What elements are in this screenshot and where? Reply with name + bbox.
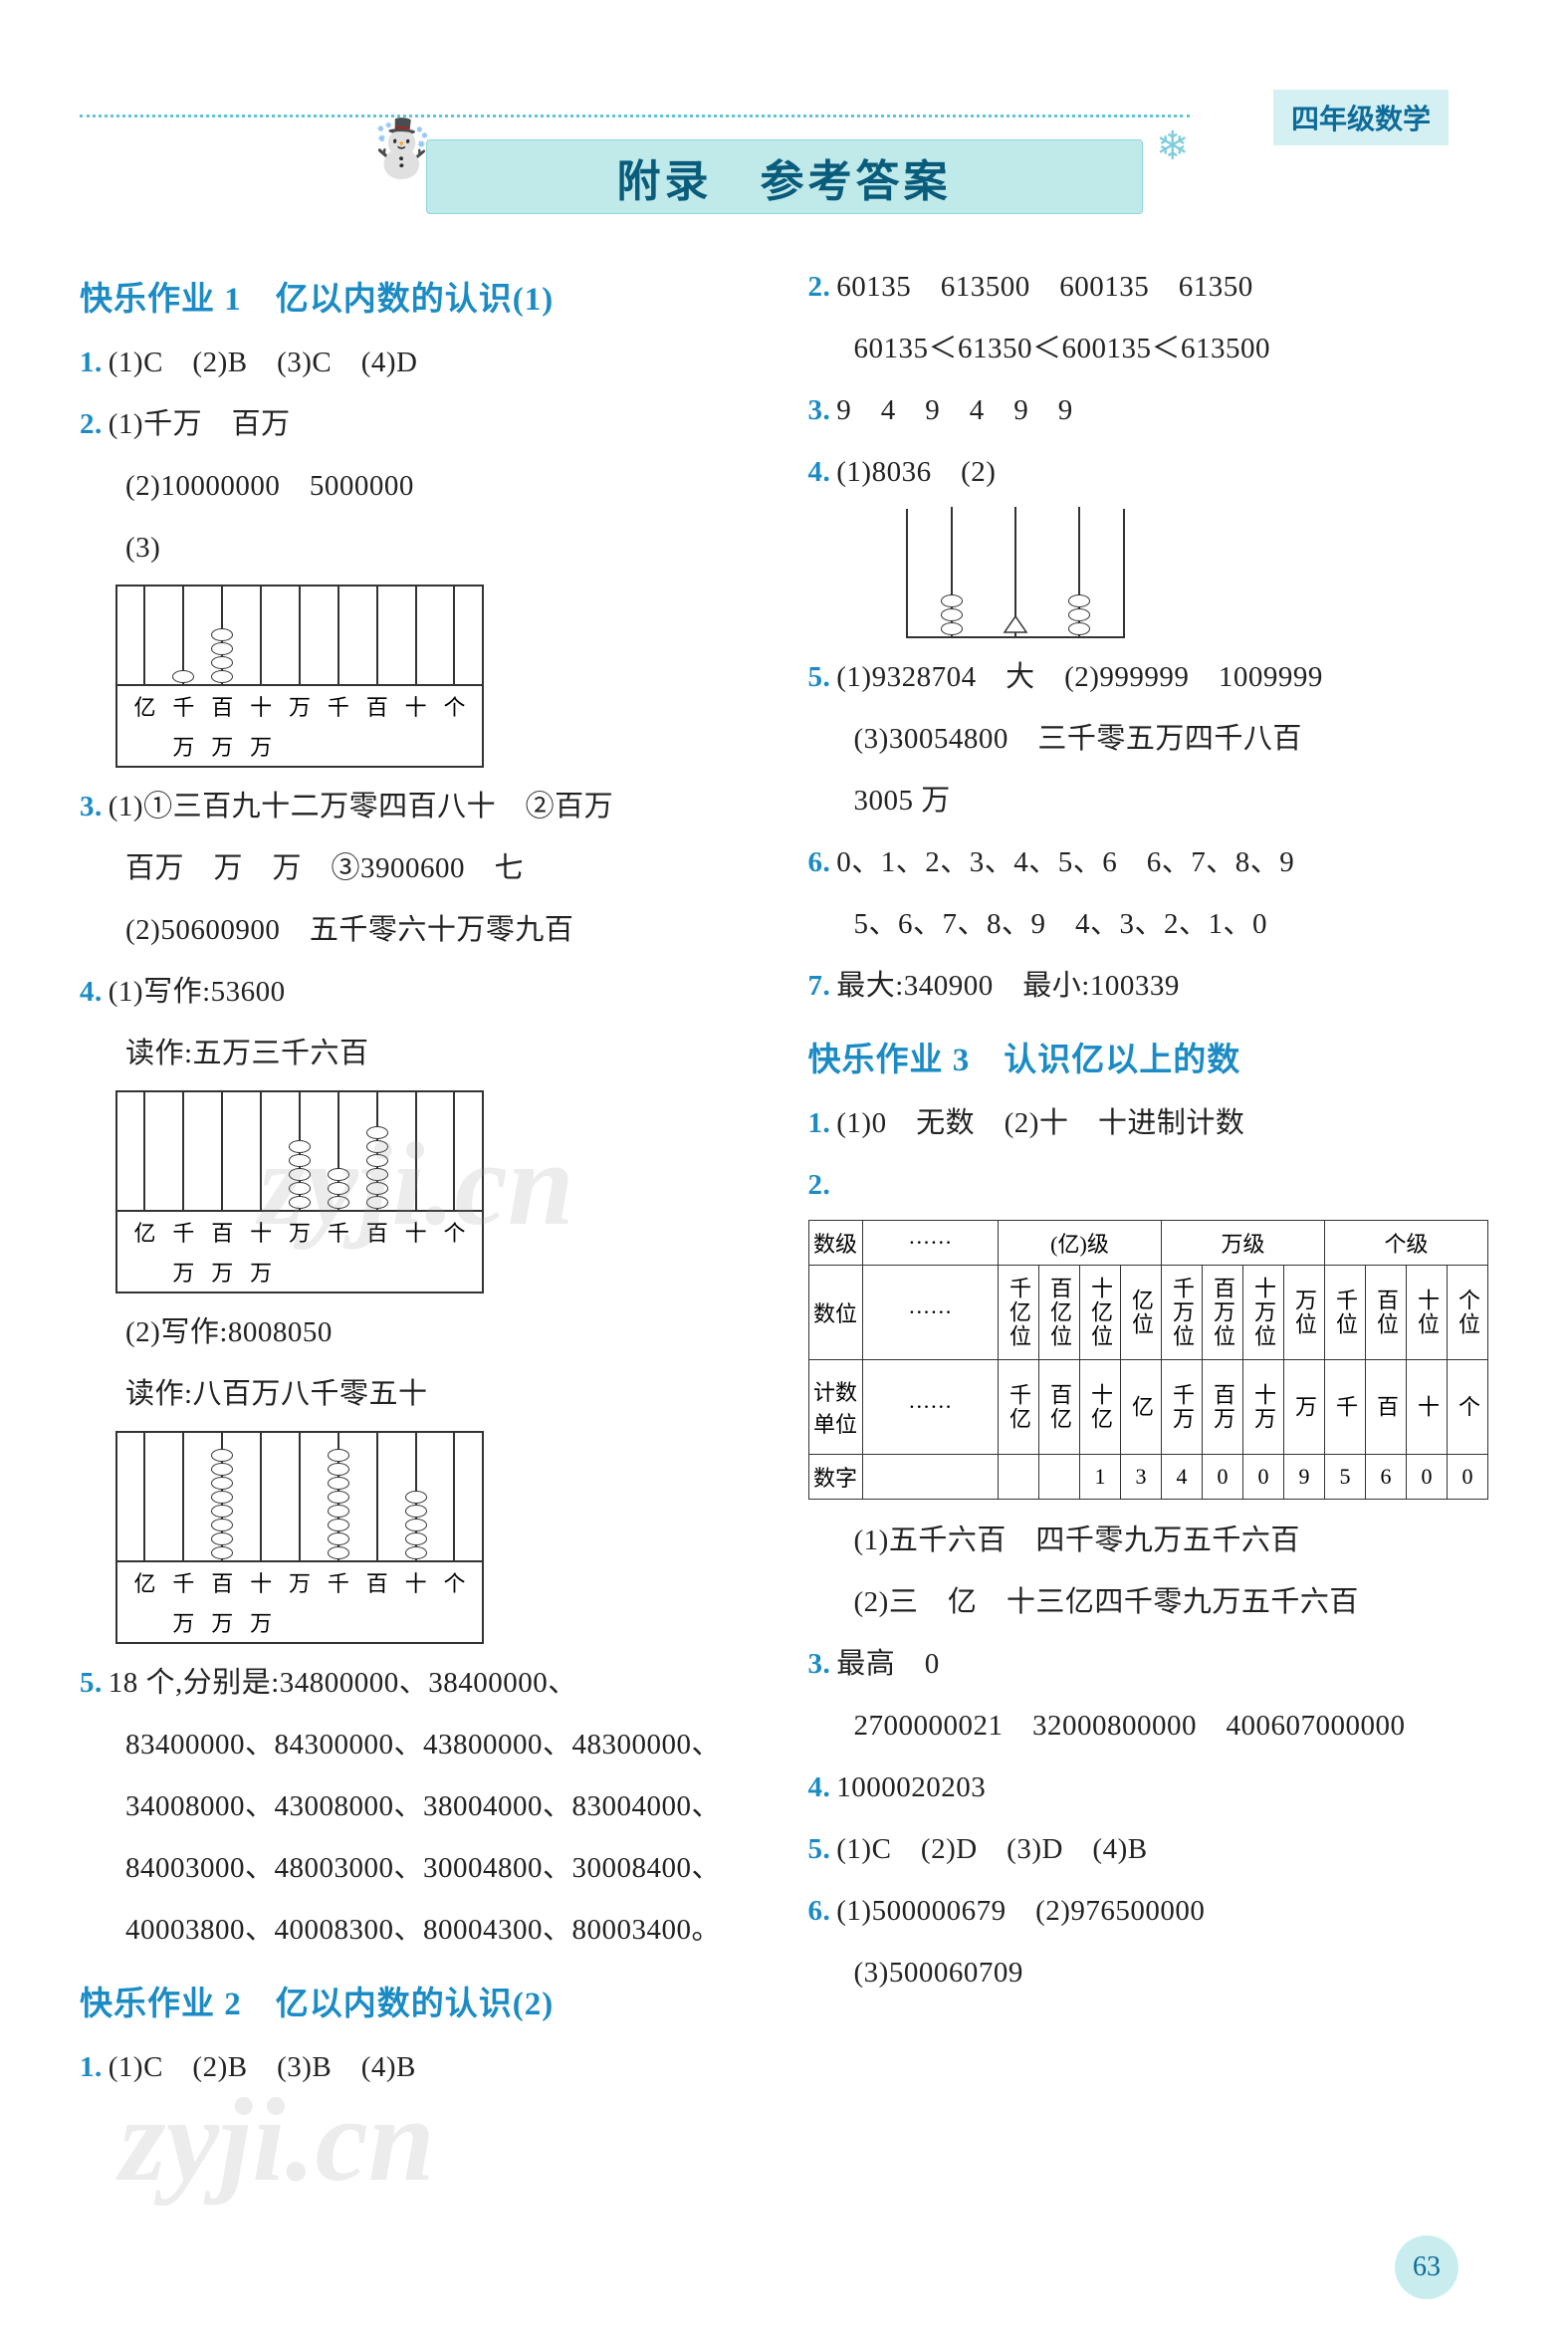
s1-q5c: 34008000、43008000、38004000、83004000、 <box>80 1777 761 1835</box>
s2-q1: 1.(1)C (2)B (3)B (4)B <box>80 2038 761 2096</box>
s3-q2c: (1)五千六百 四千零九万五千六百 <box>808 1512 1489 1569</box>
s3-q5: 5.(1)C (2)D (3)D (4)B <box>808 1820 1489 1878</box>
r-q3-text: 9 4 9 4 9 9 <box>836 394 1073 426</box>
section2-title: 快乐作业 2 亿以内数的认识(2) <box>80 1977 761 2024</box>
dotted-divider <box>80 115 1190 117</box>
snowman-icon: ☃️ <box>367 116 437 181</box>
r-q5c: 3005 万 <box>808 772 1489 829</box>
abacus-2: 亿千百十万千百十个 万万万 <box>115 1090 484 1293</box>
r-q6: 6.0、1、2、3、4、5、6 6、7、8、9 <box>808 833 1489 891</box>
s1-q5e: 40003800、40008300、80004300、80003400。 <box>80 1901 761 1959</box>
r-q7-text: 最大:340900 最小:100339 <box>836 970 1180 1002</box>
s1-q2b: (2)10000000 5000000 <box>80 457 761 515</box>
s3-q3-text: 最高 0 <box>836 1648 940 1680</box>
s3-q2d: (2)三 亿 十三亿四千零九万五千六百 <box>808 1573 1489 1631</box>
s1-q5-text: 18 个,分别是:34800000、38400000、 <box>109 1667 577 1699</box>
s1-q4: 4.(1)写作:53600 <box>80 963 761 1021</box>
s1-q5: 5.18 个,分别是:34800000、38400000、 <box>80 1654 761 1712</box>
s3-q5-text: (1)C (2)D (3)D (4)B <box>836 1833 1147 1865</box>
section3-title: 快乐作业 3 认识亿以上的数 <box>808 1033 1489 1080</box>
r-q5-text: (1)9328704 大 (2)999999 1009999 <box>836 661 1323 693</box>
r-q6b: 5、6、7、8、9 4、3、2、1、0 <box>808 895 1489 953</box>
s1-q3b: 百万 万 万 ③3900600 七 <box>80 839 761 897</box>
abacus-1: 亿千百十万千百十个 万万万 <box>115 585 484 768</box>
s2-q1-text: (1)C (2)B (3)B (4)B <box>109 2051 416 2083</box>
s1-q2c: (3) <box>80 519 761 577</box>
r-q4: 4.(1)8036 (2) <box>808 443 1489 501</box>
r-q2b: 60135＜61350＜600135＜613500 <box>808 320 1489 377</box>
s3-q3: 3.最高 0 <box>808 1635 1489 1693</box>
section1-title: 快乐作业 1 亿以内数的认识(1) <box>80 272 761 320</box>
r-q6-text: 0、1、2、3、4、5、6 6、7、8、9 <box>836 846 1294 878</box>
r-q2: 2.60135 613500 600135 61350 <box>808 258 1489 316</box>
r-q7: 7.最大:340900 最小:100339 <box>808 957 1489 1015</box>
content-columns: 快乐作业 1 亿以内数的认识(1) 1.(1)C (2)B (3)C (4)D … <box>80 254 1488 2100</box>
s3-q1: 1.(1)0 无数 (2)十 十进制计数 <box>808 1094 1489 1152</box>
s1-q2-text: (1)千万 百万 <box>109 408 291 440</box>
s1-q4d: 读作:八百万八千零五十 <box>80 1365 761 1423</box>
s1-q3: 3.(1)①三百九十二万零四百八十 ②百万 <box>80 778 761 835</box>
s3-q2: 2. <box>808 1156 1489 1214</box>
abacus-3: 亿千百十万千百十个 万万万 <box>115 1431 484 1644</box>
s3-q6-text: (1)500000679 (2)976500000 <box>836 1895 1205 1927</box>
s1-q1-text: (1)C (2)B (3)C (4)D <box>109 347 418 378</box>
snowflake-icon: ❄ <box>1156 122 1190 169</box>
r-q4-text: (1)8036 (2) <box>836 456 996 488</box>
s1-q2: 2.(1)千万 百万 <box>80 395 761 453</box>
abacus-right <box>906 509 1125 638</box>
r-q3: 3.9 4 9 4 9 9 <box>808 381 1489 439</box>
page-number: 63 <box>1395 2235 1458 2299</box>
s3-q3b: 2700000021 32000800000 400607000000 <box>808 1697 1489 1755</box>
title-banner: ☃️ 附录 参考答案 ❄ <box>426 139 1143 214</box>
s3-q6: 6.(1)500000679 (2)976500000 <box>808 1882 1489 1940</box>
s1-q3-text: (1)①三百九十二万零四百八十 ②百万 <box>109 791 613 822</box>
left-column: 快乐作业 1 亿以内数的认识(1) 1.(1)C (2)B (3)C (4)D … <box>80 254 761 2100</box>
s1-q4-text: (1)写作:53600 <box>109 976 286 1008</box>
s3-q6b: (3)500060709 <box>808 1944 1489 2001</box>
page-title: 附录 参考答案 <box>617 145 952 209</box>
s1-q4c: (2)写作:8008050 <box>80 1303 761 1361</box>
s3-q4: 4.1000020203 <box>808 1759 1489 1816</box>
s3-q4-text: 1000020203 <box>836 1771 986 1803</box>
place-value-table: 数级······(亿)级万级个级 数位······千亿位百亿位十亿位亿位千万位百… <box>808 1220 1489 1500</box>
r-q5b: (3)30054800 三千零五万四千八百 <box>808 710 1489 768</box>
s1-q5d: 84003000、48003000、30004800、30008400、 <box>80 1839 761 1897</box>
grade-label: 四年级数学 <box>1273 90 1449 145</box>
r-q5: 5.(1)9328704 大 (2)999999 1009999 <box>808 648 1489 706</box>
s1-q5b: 83400000、84300000、43800000、48300000、 <box>80 1716 761 1773</box>
right-column: 2.60135 613500 600135 61350 60135＜61350＜… <box>808 254 1489 2100</box>
r-q2-text: 60135 613500 600135 61350 <box>836 271 1253 303</box>
s1-q3c: (2)50600900 五千零六十万零九百 <box>80 901 761 959</box>
s3-q1-text: (1)0 无数 (2)十 十进制计数 <box>836 1107 1244 1139</box>
s1-q4b: 读作:五万三千六百 <box>80 1025 761 1082</box>
s1-q1: 1.(1)C (2)B (3)C (4)D <box>80 334 761 391</box>
